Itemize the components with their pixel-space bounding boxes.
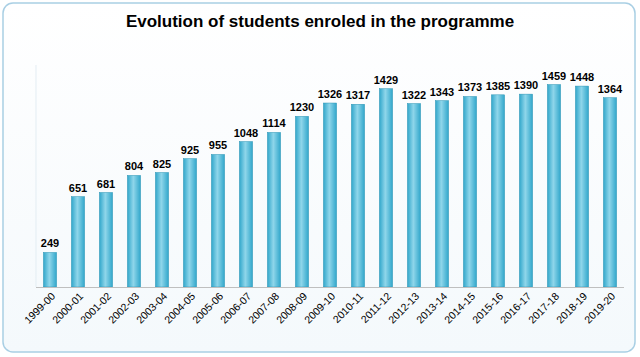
bar <box>519 94 532 287</box>
data-label: 1364 <box>598 83 623 95</box>
bar <box>71 197 84 287</box>
data-label: 681 <box>97 178 115 190</box>
bar <box>575 86 588 287</box>
data-label: 1429 <box>374 74 398 86</box>
bar <box>295 116 308 287</box>
bar <box>603 98 616 287</box>
data-label: 1343 <box>430 86 454 98</box>
data-label: 1373 <box>458 81 482 93</box>
bar <box>491 95 504 287</box>
data-label: 1390 <box>514 79 538 91</box>
data-label: 955 <box>209 139 227 151</box>
bar <box>351 104 364 287</box>
bars <box>43 85 616 287</box>
data-label: 1385 <box>486 80 510 92</box>
data-label: 825 <box>153 158 171 170</box>
x-tick-label: 2019-20 <box>582 290 618 326</box>
chart: Evolution of students enroled in the pro… <box>0 0 640 357</box>
x-tick-label: 2009-10 <box>302 290 338 326</box>
data-label: 1230 <box>290 101 314 113</box>
bar <box>127 175 140 287</box>
bar <box>99 193 112 287</box>
data-label: 1114 <box>262 117 286 129</box>
chart-title: Evolution of students enroled in the pro… <box>126 12 514 31</box>
bar <box>155 173 168 287</box>
data-label: 1317 <box>346 89 370 101</box>
data-label: 651 <box>69 182 87 194</box>
chart-frame <box>3 3 635 352</box>
y-axis-line <box>36 65 37 287</box>
bar <box>183 159 196 287</box>
bar <box>463 96 476 287</box>
x-axis-line <box>36 287 624 288</box>
data-label: 1326 <box>318 88 342 100</box>
bar <box>211 154 224 287</box>
data-label: 249 <box>41 237 59 249</box>
bar <box>43 252 56 287</box>
data-label: 1448 <box>570 71 594 83</box>
bar <box>407 104 420 287</box>
data-label: 1048 <box>234 127 258 139</box>
bar <box>323 103 336 287</box>
data-label: 925 <box>181 144 199 156</box>
bar <box>379 89 392 287</box>
bar <box>547 85 560 287</box>
data-label: 804 <box>125 160 144 172</box>
bar <box>435 101 448 287</box>
data-label: 1459 <box>542 70 566 82</box>
bar <box>267 132 280 287</box>
data-label: 1322 <box>402 89 426 101</box>
bar <box>239 142 252 287</box>
